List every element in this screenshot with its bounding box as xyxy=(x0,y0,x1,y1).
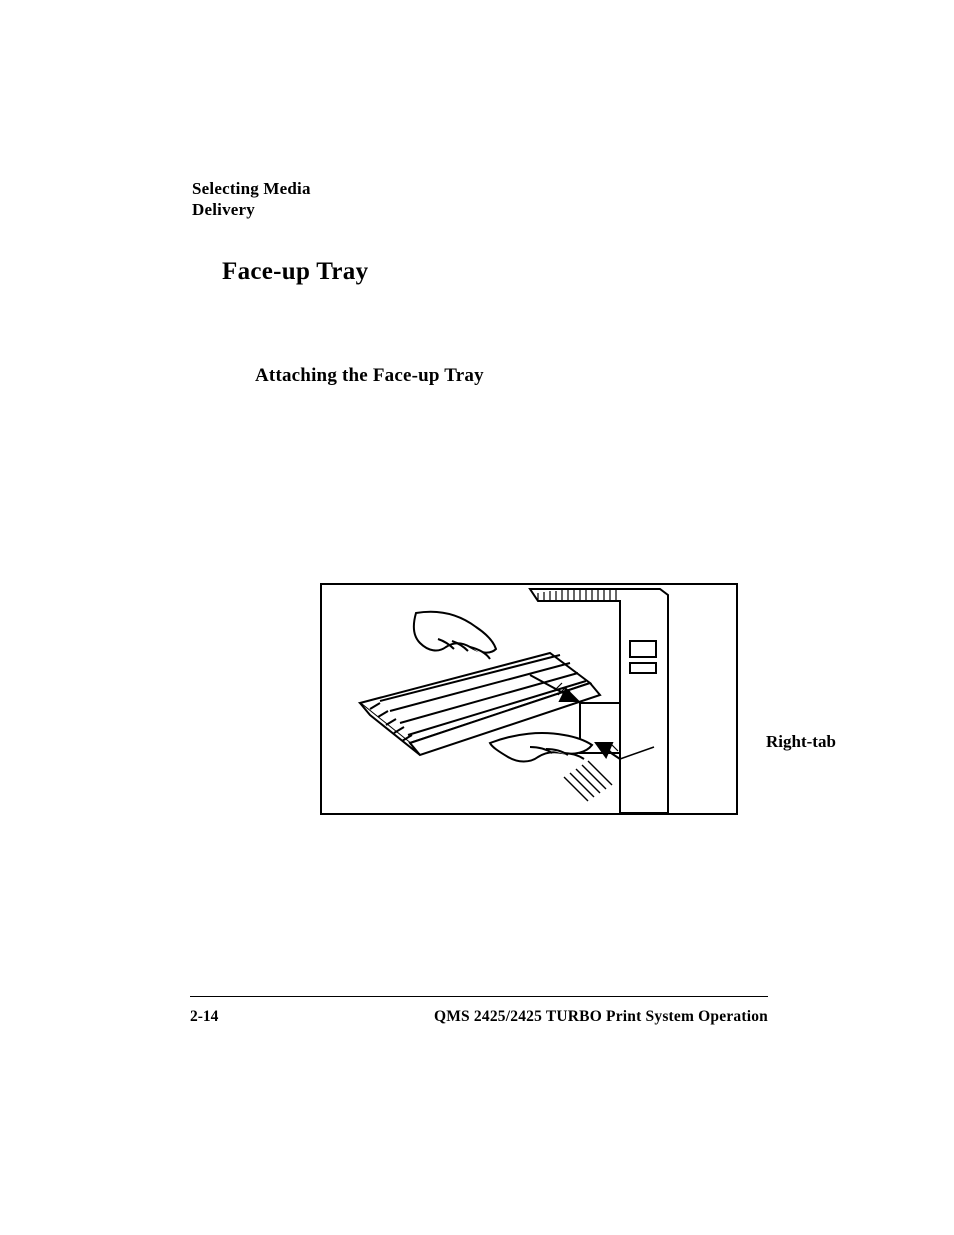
figure-tray-install xyxy=(320,583,738,815)
footer-rule xyxy=(190,996,768,997)
figure-callout-right-tab: Right-tab xyxy=(766,732,836,752)
page-number: 2-14 xyxy=(190,1008,218,1026)
running-header-line1: Selecting Media xyxy=(192,178,311,199)
section-heading: Face-up Tray xyxy=(222,258,368,286)
subsection-heading: Attaching the Face-up Tray xyxy=(255,365,484,387)
running-header-line2: Delivery xyxy=(192,199,311,220)
running-header: Selecting Media Delivery xyxy=(192,178,311,221)
footer-title: QMS 2425/2425 TURBO Print System Operati… xyxy=(434,1008,768,1026)
page-root: Selecting Media Delivery Face-up Tray At… xyxy=(0,0,954,1235)
